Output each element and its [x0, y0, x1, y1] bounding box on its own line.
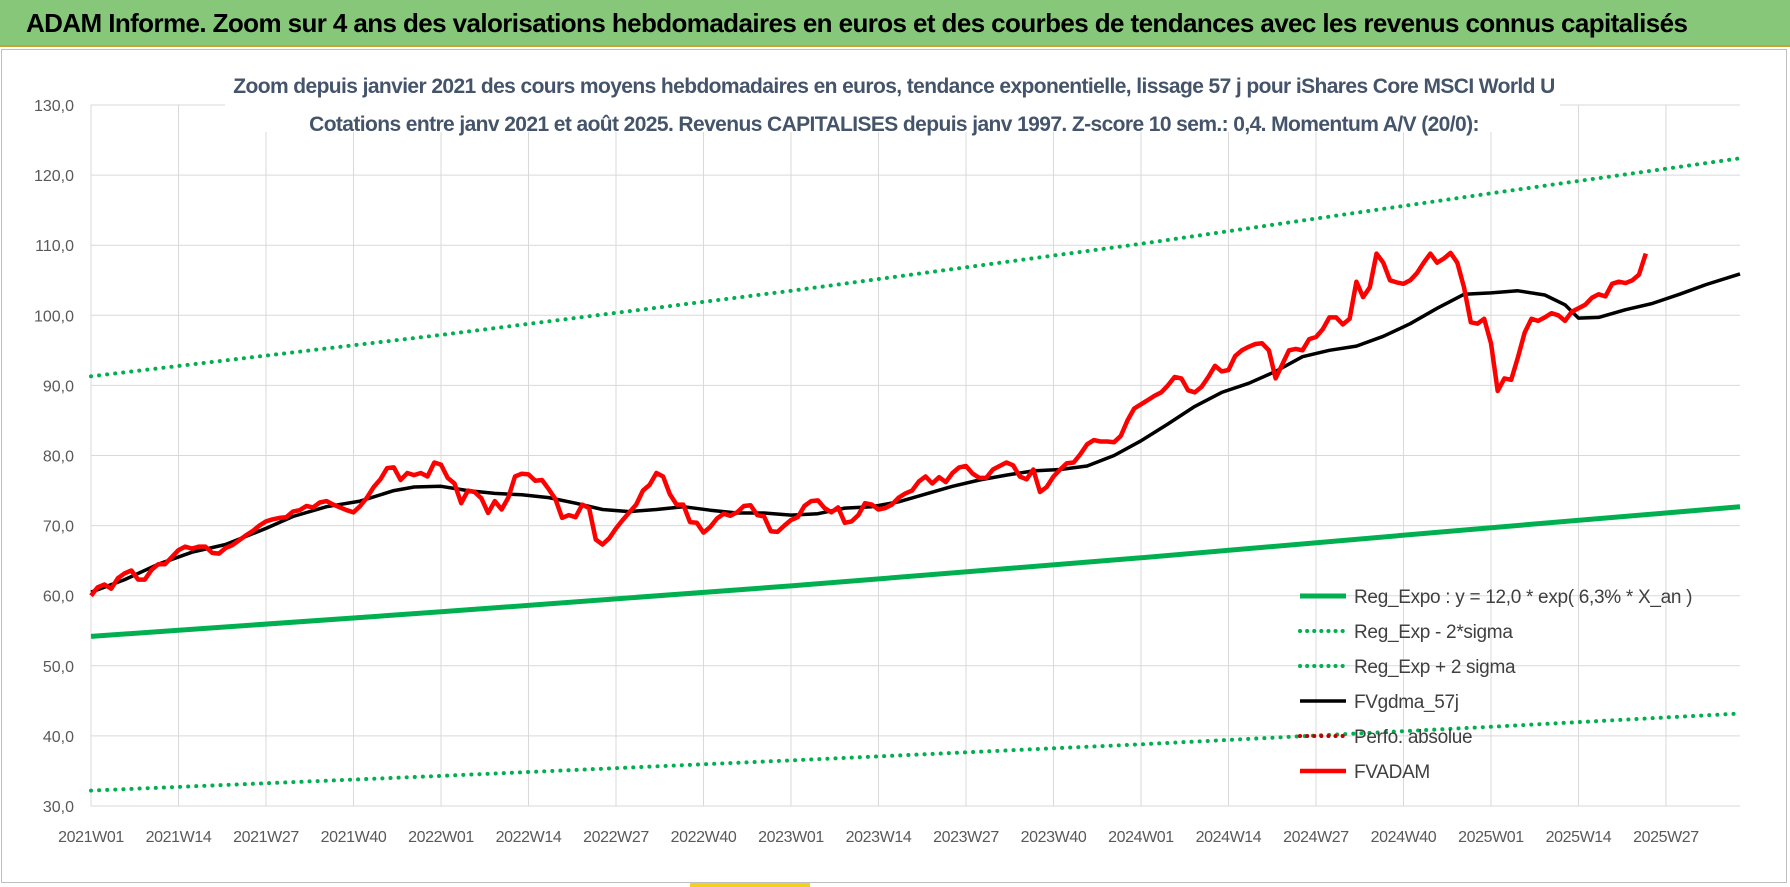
series-line-0 — [90, 504, 1741, 639]
legend-label-4: Perfo. absolue — [1354, 727, 1472, 748]
y-tick-label: 90,0 — [43, 378, 74, 395]
y-tick-label: 50,0 — [43, 659, 74, 676]
y-tick-label: 130,0 — [34, 98, 74, 115]
chart-grid — [90, 104, 1740, 807]
x-tick-label: 2023W14 — [846, 829, 912, 846]
y-tick-label: 80,0 — [43, 449, 74, 466]
y-tick-label: 40,0 — [43, 729, 74, 746]
chart-series-layer — [89, 156, 1742, 793]
chart-title-background — [225, 68, 1560, 132]
x-tick-label: 2021W27 — [233, 829, 299, 846]
y-tick-label: 100,0 — [34, 308, 74, 325]
x-tick-label: 2024W40 — [1371, 829, 1437, 846]
x-tick-label: 2022W01 — [408, 829, 474, 846]
series-line-5 — [89, 250, 1648, 598]
x-tick-label: 2024W14 — [1196, 829, 1262, 846]
x-tick-label: 2021W40 — [321, 829, 387, 846]
y-tick-label: 60,0 — [43, 589, 74, 606]
series-line-1 — [89, 711, 1742, 793]
legend-label-2: Reg_Exp + 2 sigma — [1354, 657, 1516, 678]
x-tick-label: 2023W01 — [758, 829, 824, 846]
legend-label-1: Reg_Exp - 2*sigma — [1354, 622, 1513, 643]
x-tick-label: 2024W01 — [1108, 829, 1174, 846]
legend-label-3: FVgdma_57j — [1354, 692, 1459, 713]
chart-subtitle: Cotations entre janv 2021 et août 2025. … — [309, 113, 1479, 136]
series-line-3 — [90, 272, 1741, 594]
page-title: ADAM Informe. Zoom sur 4 ans des valoris… — [26, 8, 1688, 38]
series-line-2 — [89, 156, 1742, 379]
x-tick-label: 2021W01 — [58, 829, 124, 846]
header-banner: ADAM Informe. Zoom sur 4 ans des valoris… — [0, 0, 1790, 47]
x-tick-label: 2025W27 — [1633, 829, 1699, 846]
x-tick-label: 2024W27 — [1283, 829, 1349, 846]
x-tick-label: 2023W40 — [1021, 829, 1087, 846]
x-tick-label: 2025W14 — [1546, 829, 1612, 846]
chart-axis-labels: 30,0 40,0 50,0 60,0 70,0 80,0 90,0 100,0 110,0 12… — [34, 98, 1700, 846]
x-tick-label: 2023W27 — [933, 829, 999, 846]
x-tick-label: 2022W40 — [671, 829, 737, 846]
bottom-accent-bar — [690, 883, 810, 887]
y-tick-label: 110,0 — [35, 238, 74, 255]
x-tick-label: 2022W27 — [583, 829, 649, 846]
x-tick-label: 2021W14 — [146, 829, 212, 846]
legend-label-5: FVADAM — [1354, 762, 1430, 783]
x-tick-label: 2022W14 — [496, 829, 562, 846]
y-tick-label: 30,0 — [43, 799, 74, 816]
chart-title: Zoom depuis janvier 2021 des cours moyen… — [233, 75, 1554, 98]
legend-label-0: Reg_Expo : y = 12,0 * exp( 6,3% * X_an ) — [1354, 587, 1692, 608]
y-tick-label: 70,0 — [43, 519, 74, 536]
chart-legend: Reg_Expo : y = 12,0 * exp( 6,3% * X_an )… — [1298, 587, 1692, 783]
y-tick-label: 120,0 — [34, 168, 74, 185]
chart-frame — [1, 49, 1787, 883]
x-tick-label: 2025W01 — [1458, 829, 1524, 846]
